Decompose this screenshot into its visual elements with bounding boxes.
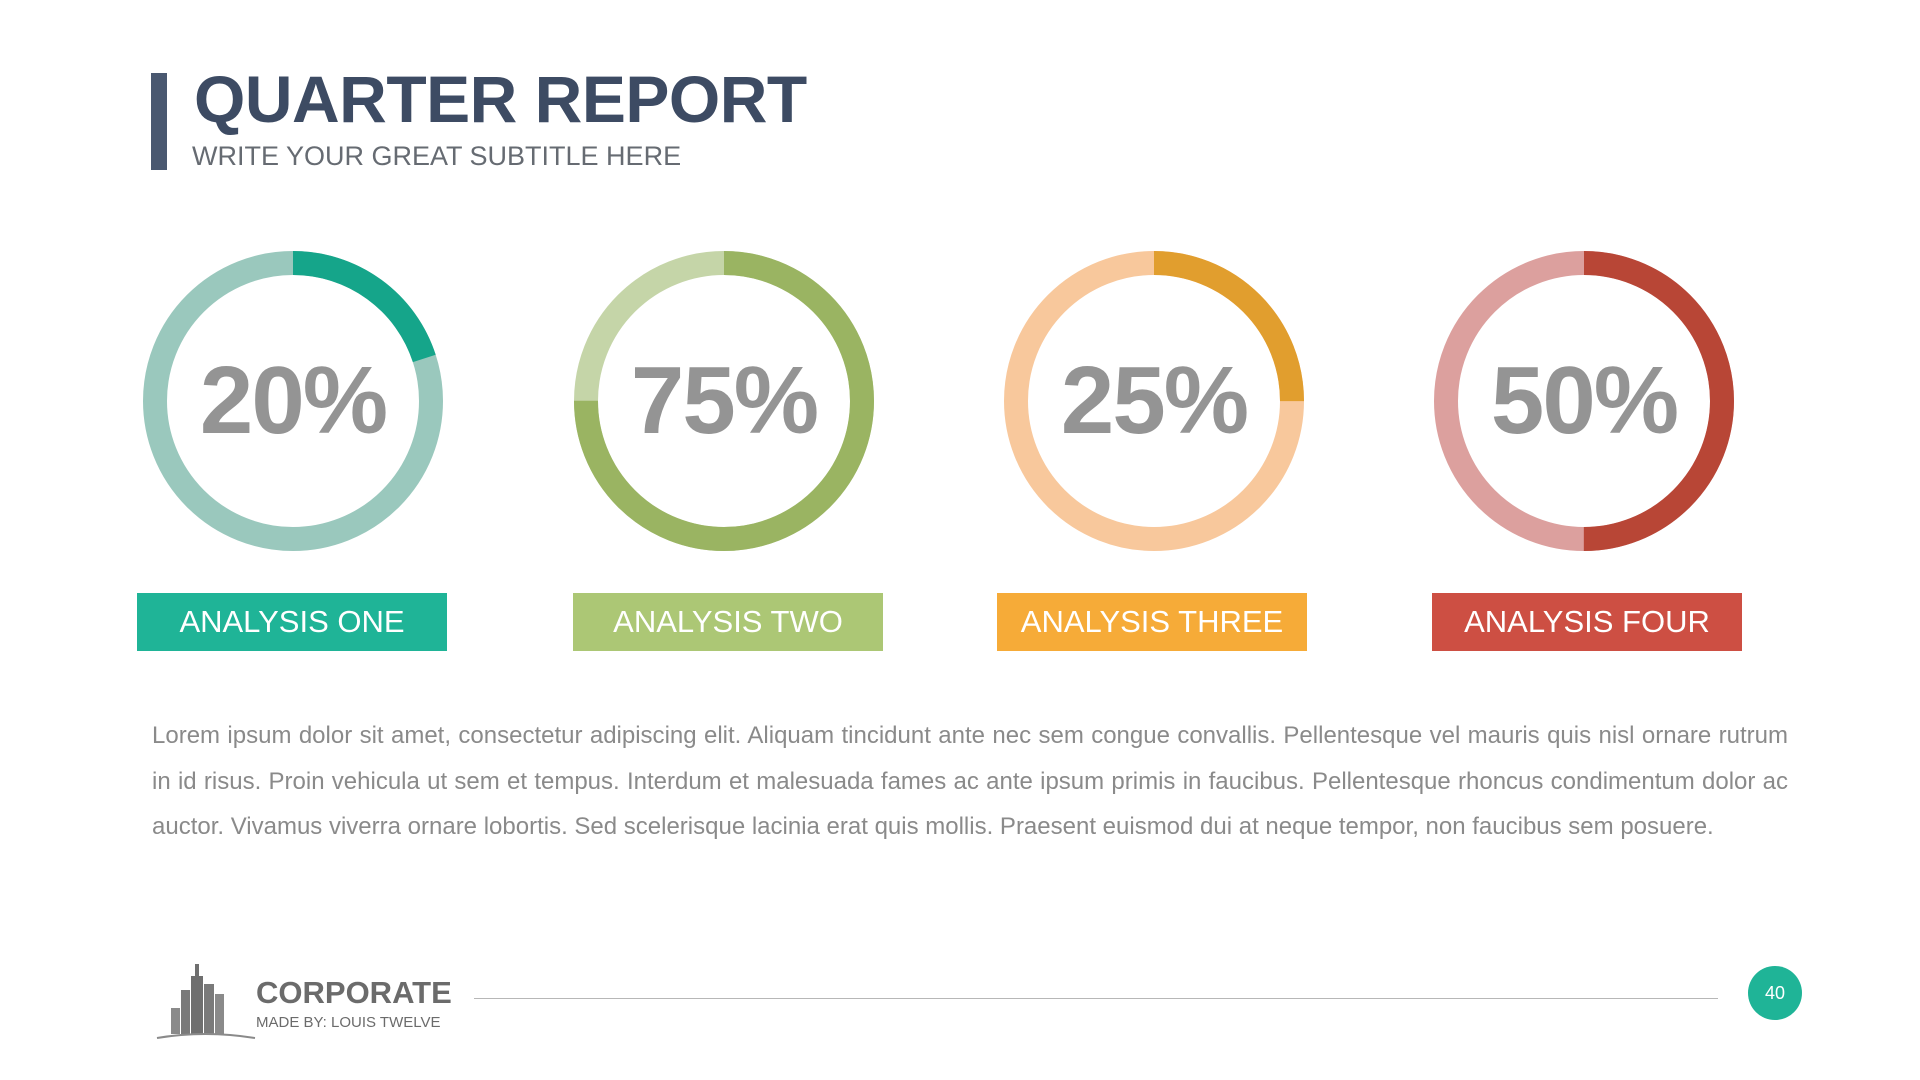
donut-percent-label: 50% <box>1490 347 1679 454</box>
analysis-label: ANALYSIS TWO <box>573 593 883 651</box>
donut-chart: 50% <box>1432 249 1736 553</box>
city-buildings-icon <box>156 964 256 1039</box>
donut-value-arc <box>574 251 874 551</box>
donut-value-arc <box>1004 251 1304 551</box>
title-accent-bar <box>151 73 167 170</box>
analysis-label: ANALYSIS FOUR <box>1432 593 1742 651</box>
donut-chart: 75% <box>572 249 876 553</box>
donut-chart: 25% <box>1002 249 1306 553</box>
analysis-label: ANALYSIS THREE <box>997 593 1307 651</box>
donut-percent-label: 20% <box>199 347 388 454</box>
analysis-label: ANALYSIS ONE <box>137 593 447 651</box>
donut-value-arc <box>143 251 443 551</box>
brand-name: CORPORATE <box>256 975 452 1010</box>
page-number-badge: 40 <box>1748 966 1802 1020</box>
brand-credit: MADE BY: LOUIS TWELVE <box>256 1014 441 1031</box>
donut-chart: 20% <box>141 249 445 553</box>
footer-divider <box>474 998 1718 999</box>
donut-percent-label: 25% <box>1060 347 1249 454</box>
body-paragraph: Lorem ipsum dolor sit amet, consectetur … <box>152 722 1788 840</box>
page-title: QUARTER REPORT <box>194 62 807 136</box>
donut-percent-label: 75% <box>630 347 819 454</box>
donut-value-arc <box>1434 251 1734 551</box>
page-subtitle: WRITE YOUR GREAT SUBTITLE HERE <box>192 141 682 171</box>
